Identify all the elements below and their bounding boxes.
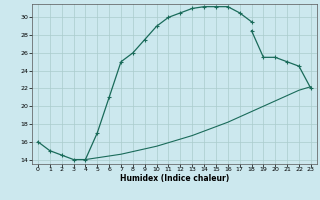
X-axis label: Humidex (Indice chaleur): Humidex (Indice chaleur)	[120, 174, 229, 183]
